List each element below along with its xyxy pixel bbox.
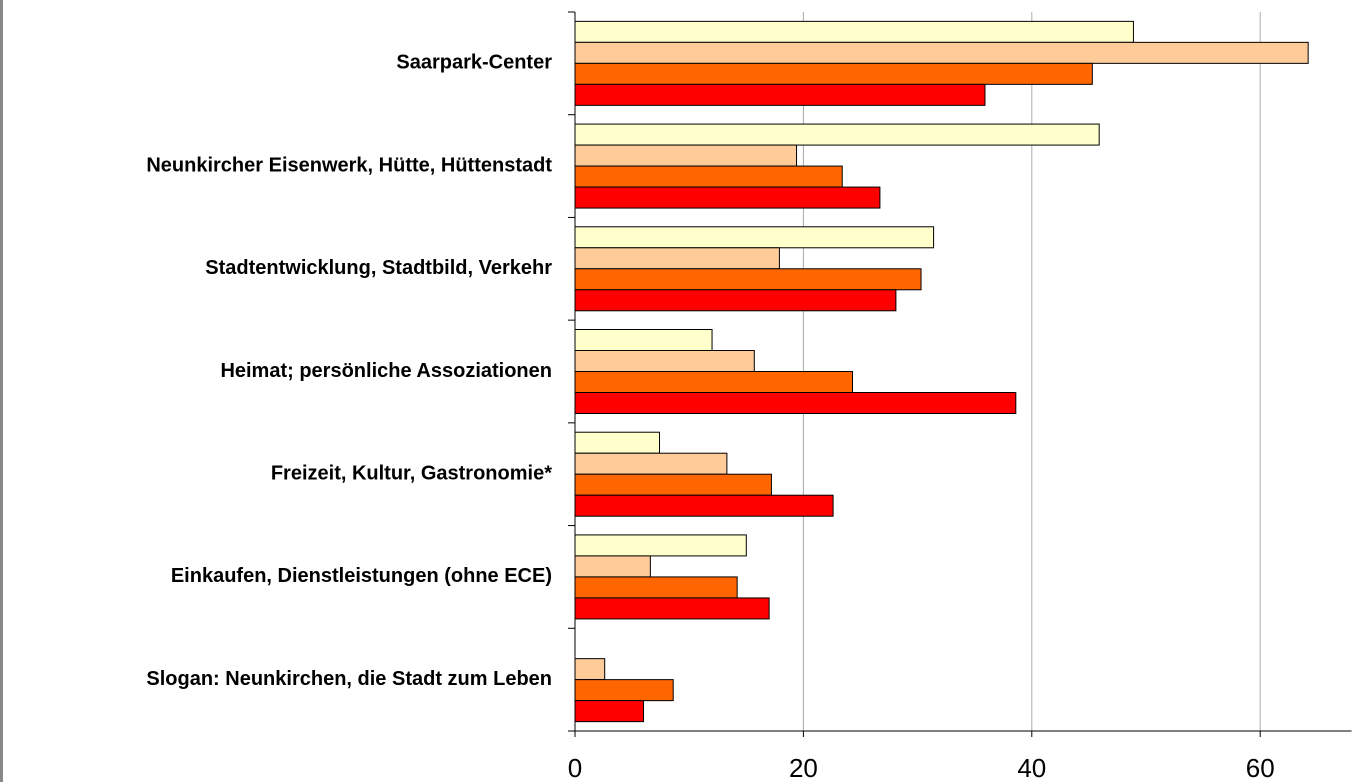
bar bbox=[574, 700, 645, 723]
y-tick-label: Heimat; persönliche Assoziationen bbox=[220, 360, 552, 382]
y-tick-label: Neunkircher Eisenwerk, Hütte, Hüttenstad… bbox=[146, 154, 552, 176]
y-tick-label: Stadtentwicklung, Stadtbild, Verkehr bbox=[205, 257, 552, 279]
bar bbox=[574, 371, 854, 393]
y-tick-label: Saarpark-Center bbox=[396, 52, 552, 74]
bar bbox=[574, 597, 770, 620]
bar bbox=[574, 226, 935, 249]
bar bbox=[574, 350, 755, 372]
frame-edge bbox=[0, 0, 3, 782]
bar bbox=[574, 392, 1017, 414]
x-tick-label: 60 bbox=[1246, 753, 1275, 782]
bar bbox=[574, 186, 881, 209]
bar bbox=[574, 144, 798, 167]
bar bbox=[574, 534, 747, 557]
y-tick-label: Slogan: Neunkirchen, die Stadt zum Leben bbox=[146, 668, 552, 690]
bar bbox=[574, 494, 834, 517]
bar bbox=[574, 83, 986, 106]
x-tick-label: 20 bbox=[789, 753, 818, 782]
y-tick-label: Freizeit, Kultur, Gastronomie* bbox=[271, 462, 552, 484]
bar bbox=[574, 41, 1309, 64]
bar bbox=[574, 268, 922, 291]
bar bbox=[574, 165, 843, 188]
bar bbox=[574, 679, 674, 702]
bar bbox=[574, 576, 738, 599]
y-tick-label: Einkaufen, Dienstleistungen (ohne ECE) bbox=[171, 565, 552, 587]
bar bbox=[574, 431, 661, 454]
bar bbox=[574, 62, 1093, 85]
x-tick-label: 0 bbox=[568, 753, 582, 782]
bar bbox=[574, 329, 713, 351]
bar bbox=[574, 452, 728, 475]
bar bbox=[574, 289, 897, 312]
x-tick-label: 40 bbox=[1017, 753, 1046, 782]
bar bbox=[574, 123, 1100, 146]
bar bbox=[574, 658, 606, 681]
bar bbox=[574, 555, 651, 578]
bar bbox=[574, 20, 1134, 43]
bar bbox=[574, 247, 780, 270]
bar bbox=[574, 473, 772, 496]
